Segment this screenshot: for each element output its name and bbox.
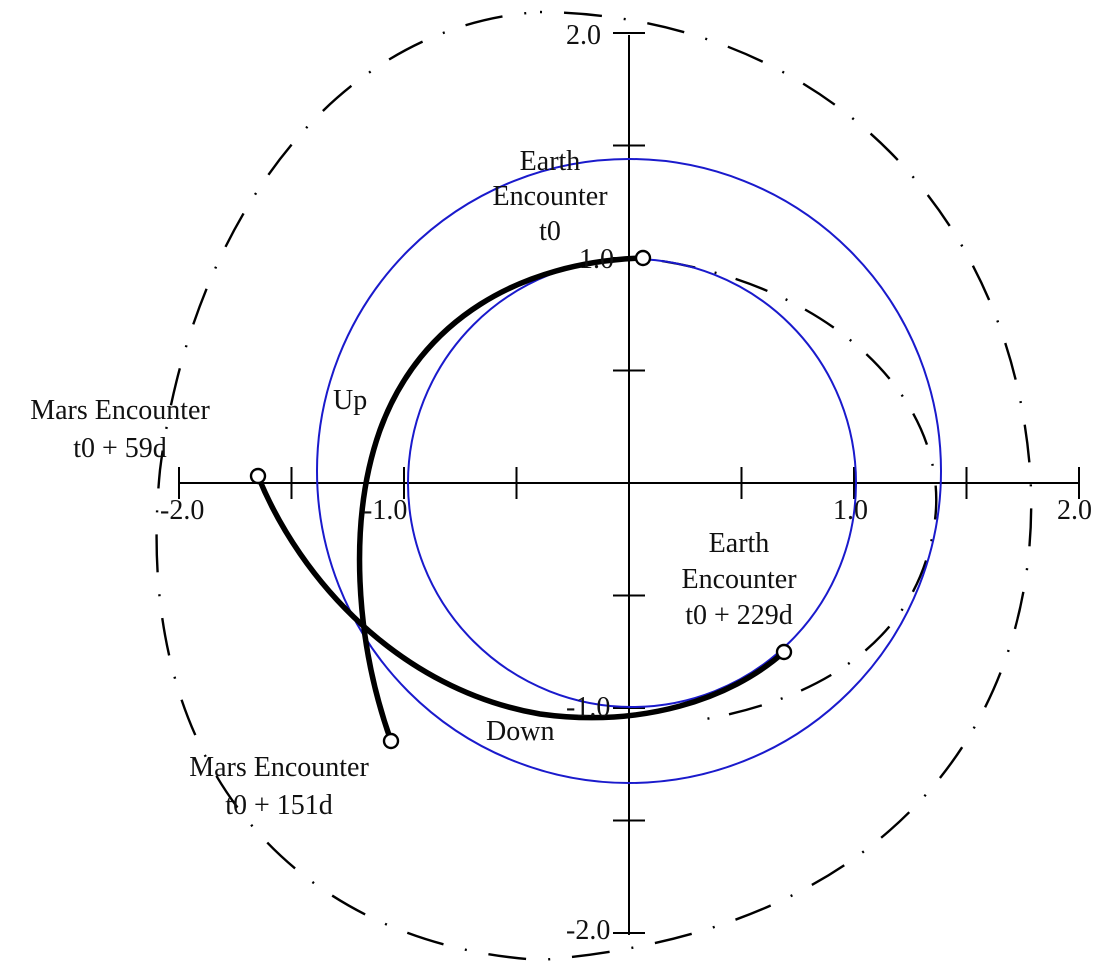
encounter-time: t0 + 151d — [225, 790, 333, 821]
down-leg-label: Down — [486, 716, 554, 747]
x-tick-label: 1.0 — [833, 495, 868, 526]
x-minor-ticks — [178, 467, 1080, 499]
trajectory — [255, 255, 787, 744]
x-tick-label: 2.0 — [1057, 495, 1092, 526]
encounter-time: t0 + 229d — [685, 600, 793, 631]
encounter-time: t0 — [539, 216, 561, 247]
encounter-label-earth-t0: Earth t0 — [520, 146, 581, 247]
encounter-label-earth-t0-229d: Earth t0 + 229d — [685, 528, 793, 631]
cycler-orbit-outer-right — [639, 256, 938, 722]
trajectory-up-leg — [356, 255, 646, 744]
encounter-marker — [775, 643, 793, 661]
encounter-marker — [382, 732, 400, 750]
encounter-time: t0 + 59d — [73, 433, 167, 464]
encounter-name: Earth — [709, 528, 770, 559]
encounter-name: Mars Encounter — [189, 752, 369, 783]
y-tick-label: -1.0 — [566, 692, 610, 723]
encounter-subtitle: Encounter — [681, 564, 797, 595]
encounter-markers — [249, 249, 793, 750]
encounter-name: Earth — [520, 146, 581, 177]
x-tick-labels: -2.0 -1.0 1.0 2.0 — [160, 495, 1092, 526]
trajectory-down-leg — [255, 473, 787, 721]
encounter-subtitle: Encounter — [492, 181, 608, 212]
encounter-marker — [249, 467, 267, 485]
y-tick-label: 2.0 — [566, 20, 601, 51]
y-tick-labels: 2.0 1.0 -1.0 -2.0 — [566, 20, 614, 946]
axes — [178, 32, 1080, 935]
x-tick-label: -2.0 — [160, 495, 204, 526]
x-tick-label: -1.0 — [363, 495, 407, 526]
y-tick-label: 1.0 — [579, 244, 614, 275]
encounter-name: Mars Encounter — [30, 395, 210, 426]
y-tick-label: -2.0 — [566, 915, 610, 946]
encounter-label-mars-t0-151d: Mars Encounter t0 + 151d — [189, 752, 369, 821]
mars-orbit — [316, 158, 942, 784]
up-leg-label: Up — [333, 385, 367, 416]
encounter-label-mars-t0-59d: Mars Encounter t0 + 59d — [30, 395, 210, 464]
encounter-marker — [634, 249, 652, 267]
